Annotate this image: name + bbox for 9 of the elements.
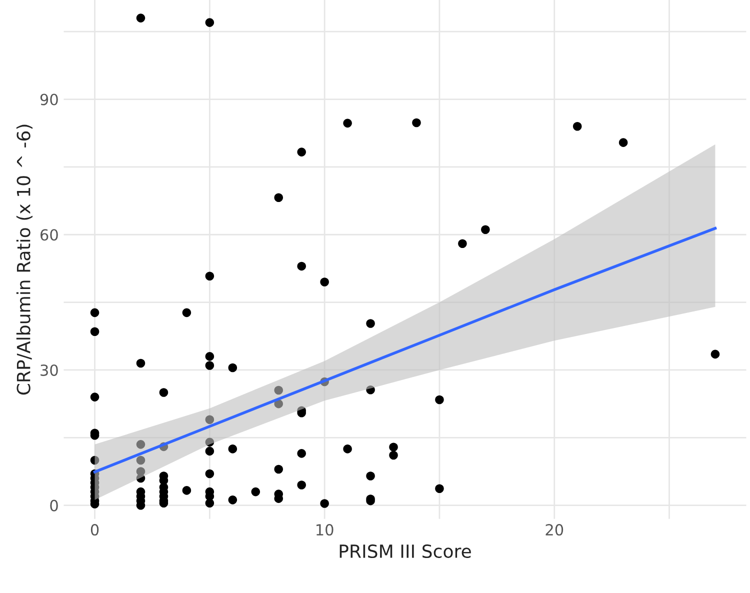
x-tick-label: 0 <box>90 524 99 536</box>
x-axis-title: PRISM III Score <box>340 544 471 558</box>
y-axis-title: CRP/Albumin Ratio (x 10 ^ -6) <box>16 124 33 395</box>
x-tick-label: 10 <box>316 524 334 536</box>
y-tick-label: 0 <box>50 500 58 512</box>
y-tick-label: 30 <box>40 364 58 376</box>
y-tick-label: 60 <box>40 229 58 241</box>
y-tick-label: 90 <box>40 94 58 106</box>
x-tick-label: 20 <box>546 524 564 536</box>
